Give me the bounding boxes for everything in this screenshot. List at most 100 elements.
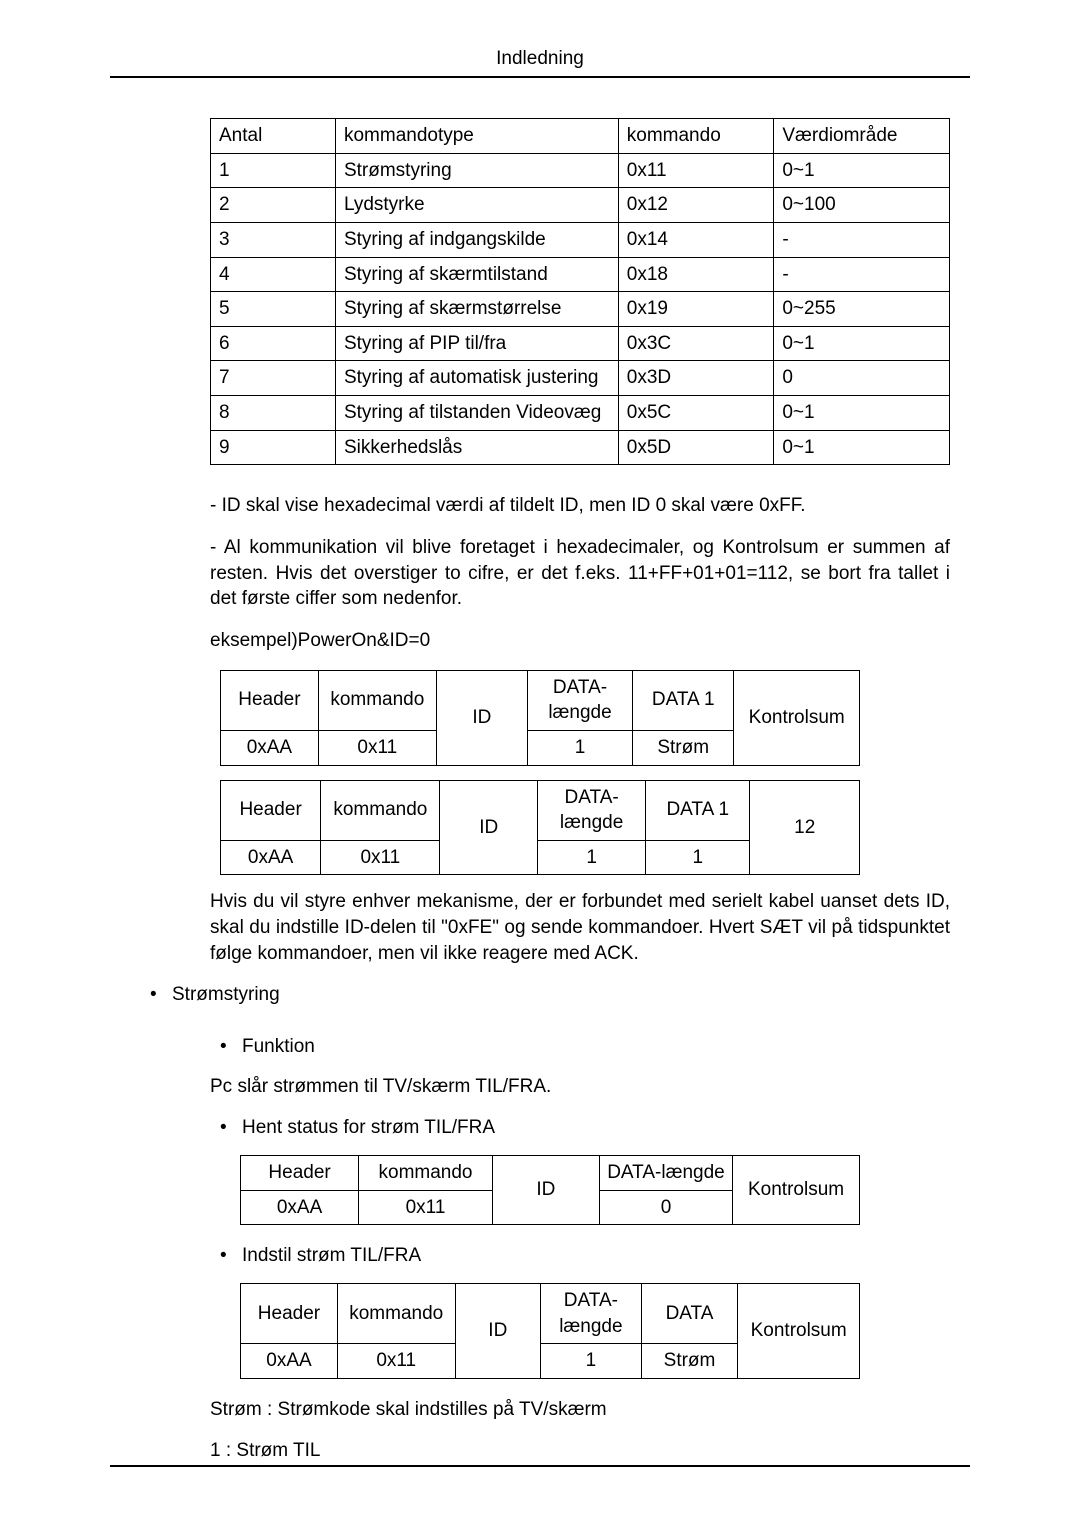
- cell: DATA-længde: [528, 670, 633, 730]
- cell: Header: [241, 1283, 338, 1343]
- cell: 0x3D: [618, 361, 774, 396]
- table-row: 8Styring af tilstanden Videovæg0x5C0~1: [211, 396, 950, 431]
- para-strom-til: 1 : Strøm TIL: [210, 1438, 950, 1464]
- cell: Styring af skærmtilstand: [335, 257, 618, 292]
- cell: Styring af tilstanden Videovæg: [335, 396, 618, 431]
- example-table-1: Header kommando ID DATA-længde DATA 1 Ko…: [220, 670, 860, 766]
- cell: 0xAA: [241, 1190, 359, 1225]
- cell: 0x11: [321, 840, 440, 875]
- bullet-icon: •: [220, 1034, 226, 1060]
- cell: Styring af PIP til/fra: [335, 326, 618, 361]
- table-row: 6Styring af PIP til/fra0x3C0~1: [211, 326, 950, 361]
- cell: -: [774, 257, 950, 292]
- cell: 0~1: [774, 396, 950, 431]
- cell: kommando: [359, 1155, 493, 1190]
- footer-divider: [110, 1465, 970, 1467]
- table-row: 7Styring af automatisk justering0x3D0: [211, 361, 950, 396]
- cell: Strøm: [633, 730, 734, 765]
- cell: Styring af automatisk justering: [335, 361, 618, 396]
- cell: Styring af indgangskilde: [335, 222, 618, 257]
- cell: kommando: [318, 670, 436, 730]
- cell: 0~1: [774, 153, 950, 188]
- cell: Header: [241, 1155, 359, 1190]
- cell: 0xAA: [221, 840, 321, 875]
- bullet-label: Indstil strøm TIL/FRA: [242, 1243, 421, 1269]
- cell: 0~1: [774, 430, 950, 465]
- table-row: 4Styring af skærmtilstand0x18-: [211, 257, 950, 292]
- cell: Sikkerhedslås: [335, 430, 618, 465]
- cell: 0xAA: [221, 730, 319, 765]
- cell: 0x18: [618, 257, 774, 292]
- content: Antal kommandotype kommando Værdiområde …: [210, 118, 950, 1464]
- status-table: Header kommando ID DATA-længde Kontrolsu…: [240, 1155, 860, 1225]
- cell: 9: [211, 430, 336, 465]
- cell: -: [774, 222, 950, 257]
- bullet-function: • Funktion: [220, 1034, 950, 1060]
- cell: DATA-længde: [541, 1283, 642, 1343]
- para-checksum: - Al kommunikation vil blive foretaget i…: [210, 535, 950, 612]
- bullet-set-power: • Indstil strøm TIL/FRA: [220, 1243, 950, 1269]
- cell: Kontrolsum: [738, 1283, 860, 1378]
- cell: 0: [774, 361, 950, 396]
- cell: 1: [211, 153, 336, 188]
- page: Indledning Antal kommandotype kommando V…: [0, 0, 1080, 1527]
- cell: 0x19: [618, 292, 774, 327]
- cell: 0x3C: [618, 326, 774, 361]
- cell: 1: [528, 730, 633, 765]
- table-row: 3Styring af indgangskilde0x14-: [211, 222, 950, 257]
- cell: 0x11: [318, 730, 436, 765]
- cell: 3: [211, 222, 336, 257]
- cell: DATA-længde: [599, 1155, 732, 1190]
- table-row: 9Sikkerhedslås0x5D0~1: [211, 430, 950, 465]
- table-row: 5Styring af skærmstørrelse0x190~255: [211, 292, 950, 327]
- cell: 0x12: [618, 188, 774, 223]
- cell: 12: [750, 780, 860, 875]
- cell: Styring af skærmstørrelse: [335, 292, 618, 327]
- cell: DATA: [641, 1283, 738, 1343]
- function-body: Pc slår strømmen til TV/skærm TIL/FRA.: [210, 1074, 950, 1100]
- para-id-hex: - ID skal vise hexadecimal værdi af tild…: [210, 493, 950, 519]
- cell: 0x14: [618, 222, 774, 257]
- command-table: Antal kommandotype kommando Værdiområde …: [210, 118, 950, 465]
- cell: 4: [211, 257, 336, 292]
- cell: 0x5D: [618, 430, 774, 465]
- cell: 0~1: [774, 326, 950, 361]
- cell: ID: [492, 1155, 599, 1224]
- th-antal: Antal: [211, 119, 336, 154]
- cell: Header: [221, 780, 321, 840]
- para-strom-code: Strøm : Strømkode skal indstilles på TV/…: [210, 1397, 950, 1423]
- cell: ID: [440, 780, 538, 875]
- cell: 0~255: [774, 292, 950, 327]
- th-range: Værdiområde: [774, 119, 950, 154]
- cell: Lydstyrke: [335, 188, 618, 223]
- bullet-get-status: • Hent status for strøm TIL/FRA: [220, 1115, 950, 1141]
- page-header: Indledning: [110, 48, 970, 78]
- th-type: kommandotype: [335, 119, 618, 154]
- cell: 0x5C: [618, 396, 774, 431]
- cell: ID: [455, 1283, 541, 1378]
- cell: Strømstyring: [335, 153, 618, 188]
- bullet-icon: •: [150, 982, 156, 1008]
- cell: 5: [211, 292, 336, 327]
- example-table-2: Header kommando ID DATA-længde DATA 1 12…: [220, 780, 860, 876]
- set-table: Header kommando ID DATA-længde DATA Kont…: [240, 1283, 860, 1379]
- cell: 1: [541, 1344, 642, 1379]
- cell: 0x11: [618, 153, 774, 188]
- cell: kommando: [337, 1283, 455, 1343]
- table-row: 1Strømstyring0x110~1: [211, 153, 950, 188]
- cell: kommando: [321, 780, 440, 840]
- cell: Header: [221, 670, 319, 730]
- bullet-label: Strømstyring: [172, 982, 280, 1008]
- cell: DATA 1: [646, 780, 750, 840]
- th-kommando: kommando: [618, 119, 774, 154]
- cell: 1: [538, 840, 646, 875]
- table-row: 2Lydstyrke0x120~100: [211, 188, 950, 223]
- cell: Strøm: [641, 1344, 738, 1379]
- cell: Kontrolsum: [733, 1155, 860, 1224]
- cell: 0~100: [774, 188, 950, 223]
- cell: 0x11: [337, 1344, 455, 1379]
- table-header-row: Antal kommandotype kommando Værdiområde: [211, 119, 950, 154]
- cell: 8: [211, 396, 336, 431]
- bullet-label: Hent status for strøm TIL/FRA: [242, 1115, 495, 1141]
- para-0xfe: Hvis du vil styre enhver mekanisme, der …: [210, 889, 950, 966]
